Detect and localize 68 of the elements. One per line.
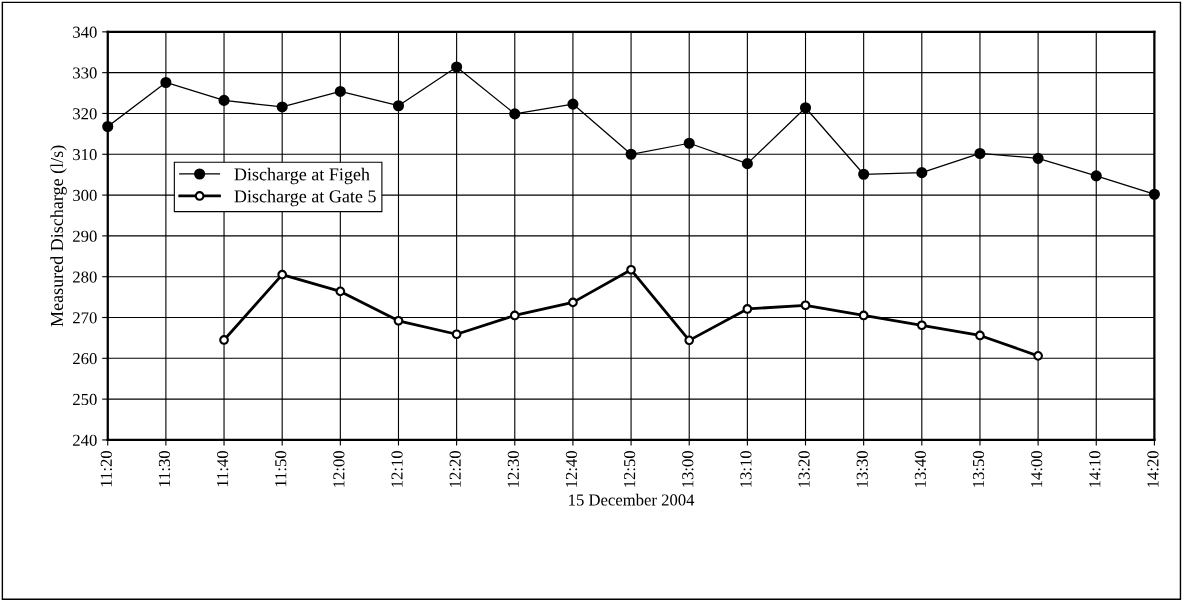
y-tick-label: 320 bbox=[73, 108, 97, 120]
point bbox=[742, 304, 753, 314]
point bbox=[392, 100, 405, 112]
x-tick-label: 11:40 bbox=[216, 450, 229, 487]
x-axis-title: 15 December 2004 bbox=[569, 493, 695, 506]
point bbox=[451, 61, 463, 73]
legend-label: Discharge at Gate 5 bbox=[234, 189, 376, 207]
point bbox=[276, 101, 288, 113]
legend-label: Discharge at Figeh bbox=[234, 167, 370, 185]
x-tick-label: 13:40 bbox=[914, 450, 927, 487]
point bbox=[916, 167, 928, 179]
point bbox=[974, 147, 986, 160]
point bbox=[858, 168, 870, 180]
point bbox=[799, 102, 812, 114]
x-tick-label: 14:10 bbox=[1089, 450, 1101, 487]
point bbox=[858, 310, 869, 321]
y-tick-label: 280 bbox=[73, 271, 97, 283]
point bbox=[277, 269, 288, 280]
point bbox=[160, 76, 172, 89]
point bbox=[916, 320, 927, 331]
y-tick-label: 260 bbox=[73, 353, 97, 365]
point bbox=[683, 137, 695, 149]
x-tick-label: 12:40 bbox=[565, 450, 578, 487]
y-tick-label: 270 bbox=[73, 312, 97, 324]
x-tick-label: 12:50 bbox=[624, 450, 636, 487]
x-tick-label: 12:30 bbox=[507, 450, 520, 487]
point bbox=[335, 286, 346, 297]
point bbox=[102, 120, 114, 133]
y-tick-label: 330 bbox=[73, 67, 97, 79]
point bbox=[625, 148, 637, 160]
x-tick-label: 11:50 bbox=[275, 450, 287, 487]
point bbox=[626, 264, 636, 275]
point bbox=[800, 300, 811, 311]
point bbox=[393, 315, 404, 326]
y-axis-title: Measured Discharge (l/s) bbox=[50, 145, 67, 327]
point bbox=[1033, 351, 1043, 361]
x-tick-label: 14:20 bbox=[1147, 450, 1159, 487]
point bbox=[451, 329, 462, 340]
y-tick-label: 240 bbox=[73, 434, 97, 446]
point bbox=[567, 98, 579, 110]
x-tick-label: 13:10 bbox=[740, 450, 752, 487]
point bbox=[568, 297, 578, 308]
point bbox=[334, 85, 346, 97]
y-tick-label: 310 bbox=[73, 148, 97, 161]
y-tick-label: 340 bbox=[73, 26, 97, 38]
x-tick-label: 11:20 bbox=[100, 450, 112, 487]
point bbox=[1090, 170, 1102, 182]
point bbox=[218, 94, 230, 106]
point bbox=[509, 108, 521, 120]
point bbox=[684, 335, 695, 346]
x-tick-label: 12:00 bbox=[333, 450, 345, 487]
point bbox=[509, 310, 520, 321]
y-tick-label: 300 bbox=[73, 189, 97, 202]
point bbox=[741, 158, 753, 170]
x-tick-label: 11:30 bbox=[158, 450, 171, 487]
x-tick-label: 12:20 bbox=[449, 450, 461, 487]
point bbox=[975, 330, 985, 341]
point bbox=[219, 335, 229, 345]
x-tick-label: 14:00 bbox=[1031, 450, 1043, 487]
x-tick-label: 13:00 bbox=[682, 450, 694, 487]
x-tick-label: 12:10 bbox=[391, 450, 403, 487]
x-tick-label: 13:50 bbox=[972, 450, 985, 487]
y-tick-label: 250 bbox=[73, 393, 97, 406]
x-tick-label: 13:30 bbox=[856, 450, 868, 487]
y-tick-label: 290 bbox=[73, 230, 97, 242]
point bbox=[1148, 188, 1160, 200]
point bbox=[1032, 152, 1044, 164]
x-tick-label: 13:20 bbox=[798, 450, 810, 487]
